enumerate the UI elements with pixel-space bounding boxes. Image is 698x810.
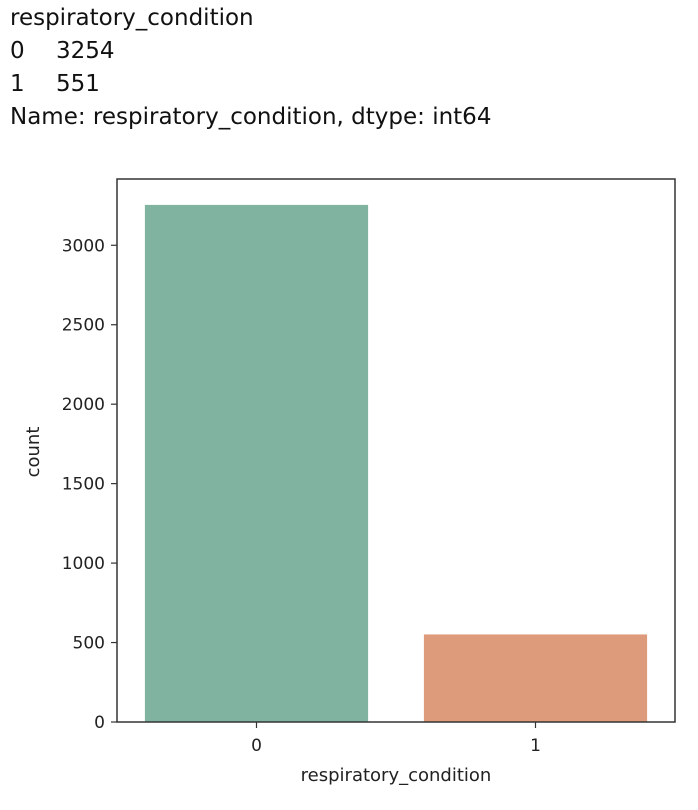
y-tick-label: 1500 xyxy=(62,475,105,495)
y-tick-label: 0 xyxy=(94,713,105,733)
series-row-value: 551 xyxy=(56,71,100,97)
series-row-index: 1 xyxy=(10,71,25,97)
series-row: 1 551 xyxy=(10,68,491,101)
bar-1 xyxy=(423,634,648,722)
series-row-index: 0 xyxy=(10,38,25,64)
y-axis-label: count xyxy=(23,427,44,478)
series-name: respiratory_condition xyxy=(10,5,254,31)
series-row-value: 3254 xyxy=(56,38,115,64)
bar-0 xyxy=(144,204,369,723)
x-tick-label: 0 xyxy=(251,736,262,756)
y-tick-label: 3000 xyxy=(62,236,105,256)
y-tick-label: 500 xyxy=(73,634,105,654)
x-tick-label: 1 xyxy=(530,736,541,756)
y-tick-label: 2500 xyxy=(62,316,105,336)
bars-group xyxy=(144,204,648,723)
y-tick-label: 1000 xyxy=(62,554,105,574)
y-axis: 0 500 1000 1500 2000 2500 3000 xyxy=(62,236,117,733)
series-row: 0 3254 xyxy=(10,35,491,68)
plot-frame xyxy=(116,178,676,723)
y-tick-label: 2000 xyxy=(62,395,105,415)
series-footer: Name: respiratory_condition, dtype: int6… xyxy=(10,104,492,130)
cell-output-text: respiratory_condition 0 3254 1 551 Name: r… xyxy=(10,2,491,134)
x-axis-label: respiratory_condition xyxy=(301,765,492,786)
